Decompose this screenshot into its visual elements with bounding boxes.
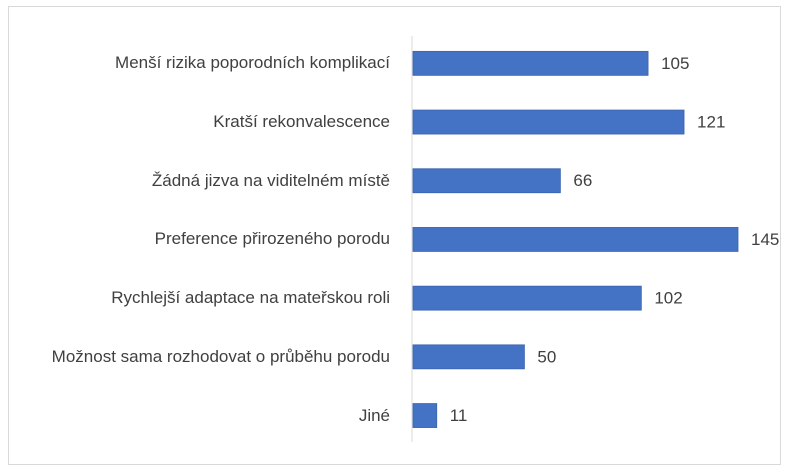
category-label-box: Menší rizika poporodních komplikací (10, 34, 390, 92)
category-label: Rychlejší adaptace na mateřskou roli (111, 288, 390, 308)
value-label: 121 (697, 113, 725, 132)
value-label: 66 (573, 171, 592, 190)
category-label-box: Možnost sama rozhodovat o průběhu porodu (10, 328, 390, 386)
category-label-box: Žádná jizva na viditelném místě (10, 152, 390, 210)
value-label: 102 (654, 289, 682, 308)
category-label-box: Kratší rekonvalescence (10, 93, 390, 151)
value-label: 11 (450, 406, 468, 425)
bar (412, 50, 649, 76)
category-label-box: Jiné (10, 387, 390, 445)
bar (412, 344, 525, 370)
value-label: 50 (537, 347, 556, 366)
value-label: 105 (661, 54, 689, 73)
category-label: Kratší rekonvalescence (213, 112, 390, 132)
value-label: 145 (751, 230, 779, 249)
category-label: Preference přirozeného porodu (154, 229, 390, 249)
category-label-box: Preference přirozeného porodu (10, 210, 390, 268)
bar (412, 168, 561, 194)
category-label-box: Rychlejší adaptace na mateřskou roli (10, 269, 390, 327)
bar (412, 109, 685, 135)
chart-frame (8, 6, 781, 465)
category-label: Menší rizika poporodních komplikací (115, 53, 390, 73)
bar (412, 285, 642, 311)
bar (412, 403, 438, 428)
category-label: Jiné (358, 405, 390, 425)
category-label: Možnost sama rozhodovat o průběhu porodu (51, 346, 390, 366)
bar (412, 227, 739, 252)
category-label: Žádná jizva na viditelném místě (151, 170, 390, 190)
